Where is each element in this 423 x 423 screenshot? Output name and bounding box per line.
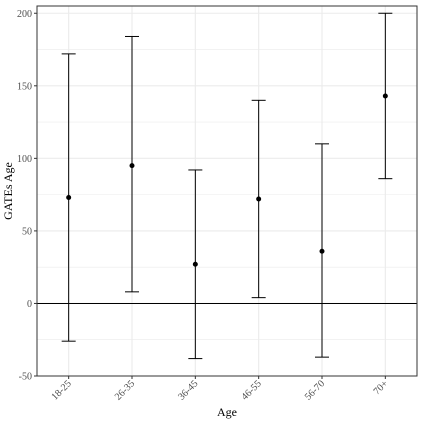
x-tick-label: 70+ xyxy=(372,378,391,397)
grid-lines xyxy=(37,6,417,377)
x-tick-label: 26-35 xyxy=(113,378,137,402)
y-tick-label: -50 xyxy=(19,372,32,383)
point-estimate-36-45 xyxy=(192,261,198,267)
point-estimate-56-70 xyxy=(319,248,325,254)
x-tick-label: 36-45 xyxy=(176,378,200,402)
axes: -50 0 50 100 150 200 18-25 26-35 36-45 46-55 56-70… xyxy=(17,9,391,403)
y-tick-label: 150 xyxy=(17,81,32,92)
y-tick-label: 100 xyxy=(17,154,32,165)
x-tick-label: 56-70 xyxy=(303,378,327,402)
point-estimate-26-35 xyxy=(129,163,135,169)
panel-border xyxy=(36,5,418,377)
point-estimate-18-25 xyxy=(66,195,72,201)
y-axis-title: GATEs Age xyxy=(1,162,15,220)
x-tick-label: 18-25 xyxy=(50,378,74,402)
y-tick-label: 50 xyxy=(22,226,32,237)
x-axis-title: Age xyxy=(217,405,237,419)
point-estimate-46-55 xyxy=(256,196,262,202)
error-bars xyxy=(61,12,393,360)
y-tick-label: 0 xyxy=(27,299,32,310)
x-tick-label: 46-55 xyxy=(240,378,264,402)
y-tick-label: 200 xyxy=(17,9,32,20)
point-estimate-70+ xyxy=(382,93,388,99)
